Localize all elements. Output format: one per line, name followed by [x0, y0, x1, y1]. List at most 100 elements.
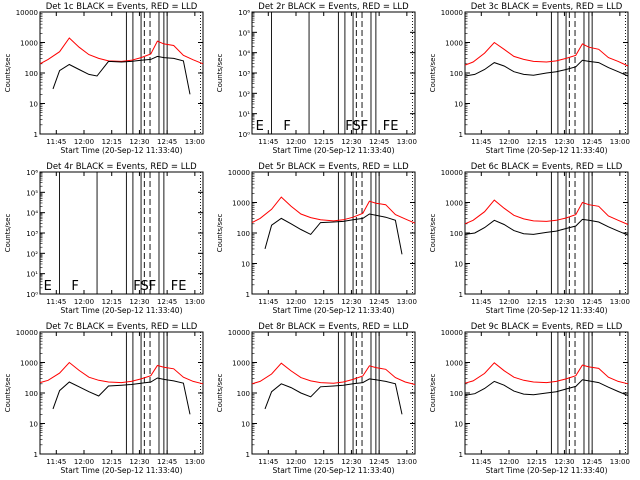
y-tick-label: 1: [34, 131, 38, 139]
detector-panel-2: Det 2r BLACK = Events, RED = LLD 10⁰ 10¹ 10…: [216, 2, 417, 155]
y-tick-label: 1000: [445, 40, 463, 48]
lld-series-line: [464, 41, 629, 67]
y-tick-label: 10¹: [26, 271, 38, 279]
y-axis-label: Counts/sec: [4, 54, 12, 93]
y-tick-label: 10³: [26, 230, 38, 238]
x-axis-label: Start Time (20-Sep-12 11:33:40): [486, 146, 608, 155]
y-tick-label: 10000: [228, 329, 250, 337]
plot-frame: [39, 331, 204, 455]
x-tick-label: 12:45: [582, 458, 602, 466]
y-tick-label: 10⁶: [238, 9, 250, 17]
x-tick-label: 13:00: [185, 298, 205, 306]
x-tick-label: 12:45: [157, 138, 177, 146]
x-tick-label: 12:15: [314, 138, 334, 146]
x-tick-label: 13:00: [397, 298, 417, 306]
x-axis-label: Start Time (20-Sep-12 11:33:40): [61, 466, 183, 475]
y-tick-label: 10³: [238, 70, 250, 78]
lld-series-line: [464, 362, 629, 385]
y-tick-label: 1000: [232, 360, 250, 368]
detector-panel-3: Det 3c BLACK = Events, RED = LLD 1 10 100 10…: [429, 2, 630, 155]
y-tick-label: 1000: [20, 360, 38, 368]
y-axis-label: Counts/sec: [4, 374, 12, 413]
x-tick-label: 12:00: [74, 458, 94, 466]
events-series-line: [52, 55, 191, 95]
x-tick-label: 11:45: [471, 138, 491, 146]
y-axis-label: Counts/sec: [216, 54, 224, 93]
events-series-line: [264, 378, 403, 415]
segment-annotation: FSF: [345, 119, 368, 134]
x-tick-label: 12:15: [314, 458, 334, 466]
detector-panel-5: Det 5r BLACK = Events, RED = LLD 1 10 100 10…: [216, 162, 417, 315]
detector-panel-9: Det 9c BLACK = Events, RED = LLD 1 10 100 10…: [429, 322, 630, 475]
y-tick-label: 10²: [238, 90, 250, 98]
x-tick-label: 12:00: [74, 298, 94, 306]
y-axis-label: Counts/sec: [216, 214, 224, 253]
x-tick-label: 12:30: [129, 298, 149, 306]
x-tick-label: 11:45: [258, 298, 278, 306]
x-tick-label: 11:45: [46, 138, 66, 146]
x-tick-label: 12:30: [554, 138, 574, 146]
plot-frame: [39, 11, 204, 135]
y-tick-label: 10: [241, 421, 250, 429]
y-tick-label: 10000: [441, 169, 463, 177]
x-tick-label: 12:00: [499, 298, 519, 306]
x-tick-label: 12:30: [554, 298, 574, 306]
y-tick-label: 10⁵: [26, 189, 38, 197]
x-tick-label: 12:00: [286, 298, 306, 306]
y-tick-label: 10000: [228, 169, 250, 177]
panel-title: Det 4r BLACK = Events, RED = LLD: [46, 162, 197, 172]
x-tick-label: 12:00: [74, 138, 94, 146]
detector-panel-6: Det 6c BLACK = Events, RED = LLD 1 10 100 10…: [429, 162, 630, 315]
y-tick-label: 1: [246, 451, 250, 459]
lld-series-line: [39, 361, 204, 385]
plot-frame: [464, 171, 629, 295]
x-tick-label: 11:45: [46, 298, 66, 306]
x-tick-label: 12:45: [157, 458, 177, 466]
detector-panel-8: Det 8r BLACK = Events, RED = LLD 1 10 100 10…: [216, 322, 417, 475]
x-tick-label: 12:00: [286, 138, 306, 146]
panel-title: Det 7c BLACK = Events, RED = LLD: [46, 322, 198, 332]
y-axis-label: Counts/sec: [429, 374, 437, 413]
y-tick-label: 1: [459, 291, 463, 299]
segment-annotation: FE: [171, 279, 187, 294]
panel-title: Det 5r BLACK = Events, RED = LLD: [258, 162, 409, 172]
panel-title: Det 8r BLACK = Events, RED = LLD: [258, 322, 409, 332]
x-tick-label: 13:00: [185, 458, 205, 466]
x-tick-label: 13:00: [185, 138, 205, 146]
y-tick-label: 100: [450, 230, 463, 238]
y-tick-label: 10000: [441, 329, 463, 337]
x-tick-label: 12:30: [129, 458, 149, 466]
y-tick-label: 10⁴: [26, 210, 38, 218]
x-axis-label: Start Time (20-Sep-12 11:33:40): [486, 466, 608, 475]
x-tick-label: 11:45: [46, 458, 66, 466]
panel-title: Det 9c BLACK = Events, RED = LLD: [471, 322, 623, 332]
y-tick-label: 100: [237, 230, 250, 238]
x-tick-label: 12:15: [102, 458, 122, 466]
x-tick-label: 12:15: [102, 138, 122, 146]
y-tick-label: 10000: [16, 329, 38, 337]
segment-annotation: E: [44, 279, 52, 294]
y-tick-label: 100: [450, 70, 463, 78]
y-tick-label: 10⁰: [238, 131, 250, 139]
x-tick-label: 12:45: [369, 298, 389, 306]
x-tick-label: 12:45: [369, 138, 389, 146]
x-tick-label: 12:30: [341, 298, 361, 306]
y-tick-label: 1: [34, 451, 38, 459]
y-axis-label: Counts/sec: [216, 374, 224, 413]
y-tick-label: 10: [241, 261, 250, 269]
y-tick-label: 10000: [441, 9, 463, 17]
plot-frame: [251, 11, 416, 135]
x-axis-label: Start Time (20-Sep-12 11:33:40): [486, 306, 608, 315]
x-tick-label: 12:30: [554, 458, 574, 466]
x-tick-label: 13:00: [397, 458, 417, 466]
x-tick-label: 11:45: [258, 458, 278, 466]
y-tick-label: 10: [29, 101, 38, 109]
y-axis-label: Counts/sec: [429, 54, 437, 93]
y-tick-label: 1: [246, 291, 250, 299]
x-tick-label: 12:00: [286, 458, 306, 466]
x-tick-label: 12:45: [582, 138, 602, 146]
y-tick-label: 10¹: [238, 111, 250, 119]
detector-panel-1: Det 1c BLACK = Events, RED = LLD 1 10 100 10…: [4, 2, 205, 155]
segment-annotation: E: [256, 119, 264, 134]
y-tick-label: 10²: [26, 250, 38, 258]
